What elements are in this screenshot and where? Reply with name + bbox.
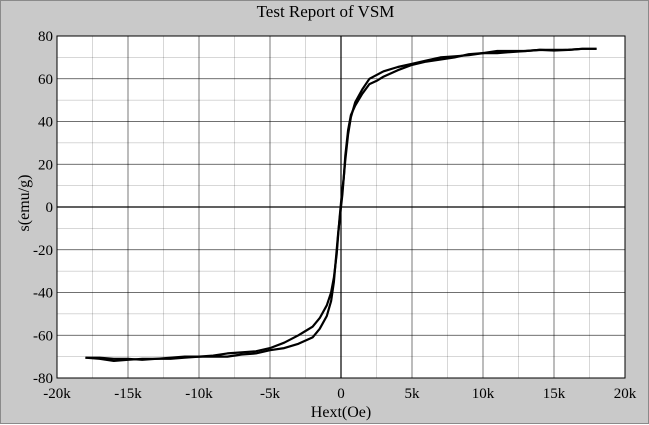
- y-tick-label: 80: [38, 29, 53, 45]
- plot-border: [56, 35, 626, 379]
- x-tick-label: -20k: [43, 386, 71, 402]
- x-tick-label: 10k: [472, 386, 495, 402]
- y-tick-label: 20: [38, 157, 53, 173]
- tick-labels: -20k -15k -10k -5k 0 5k 10k 15k 20k 80 60 40 20 0 -20 -…: [33, 29, 637, 402]
- x-tick-label: 15k: [543, 386, 566, 402]
- series-2-line: [85, 47, 597, 362]
- y-tick-label: -60: [33, 328, 53, 344]
- curves: [85, 47, 597, 362]
- chart-title: Test Report of VSM: [256, 2, 395, 21]
- x-tick-label: 5k: [405, 386, 421, 402]
- y-tick-label: -80: [33, 371, 53, 387]
- x-tick-label: -10k: [185, 386, 213, 402]
- y-tick-label: 0: [46, 200, 54, 216]
- x-tick-label: 20k: [614, 386, 637, 402]
- y-axis-label: s(emu/g): [16, 175, 33, 232]
- y-tick-label: -40: [33, 286, 53, 302]
- y-tick-label: 60: [38, 72, 53, 88]
- x-axis-label: Hext(Oe): [311, 404, 371, 421]
- y-tick-label: -20: [33, 243, 53, 259]
- x-tick-label: -5k: [260, 386, 280, 402]
- x-tick-label: 0: [337, 386, 345, 402]
- y-tick-label: 40: [38, 115, 53, 131]
- x-tick-label: -15k: [114, 386, 142, 402]
